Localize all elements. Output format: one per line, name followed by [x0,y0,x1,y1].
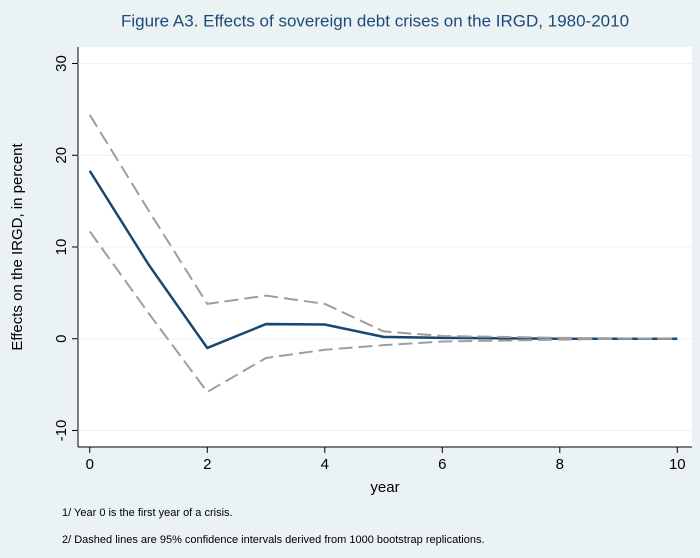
series-line [88,114,678,340]
x-tick-label: 2 [203,456,211,473]
y-tick-label: 20 [53,147,70,164]
x-tick-label: 6 [438,456,446,473]
series-line [88,230,678,394]
y-tick-label: -10 [53,420,70,442]
y-tick-label: 30 [53,55,70,72]
chart-title: Figure A3. Effects of sovereign debt cri… [121,11,629,30]
x-tick-label: 0 [86,456,94,473]
y-tick-label: 0 [53,335,70,343]
y-tick-label: 10 [53,239,70,256]
note: 2/ Dashed lines are 95% confidence inter… [62,534,485,546]
x-axis-label: year [370,479,399,496]
y-axis-label: Effects on the IRGD, in percent [9,143,26,351]
x-tick-label: 8 [556,456,564,473]
note: 1/ Year 0 is the first year of a crisis. [62,507,233,519]
x-tick-label: 10 [669,456,686,473]
x-tick-label: 4 [321,456,329,473]
